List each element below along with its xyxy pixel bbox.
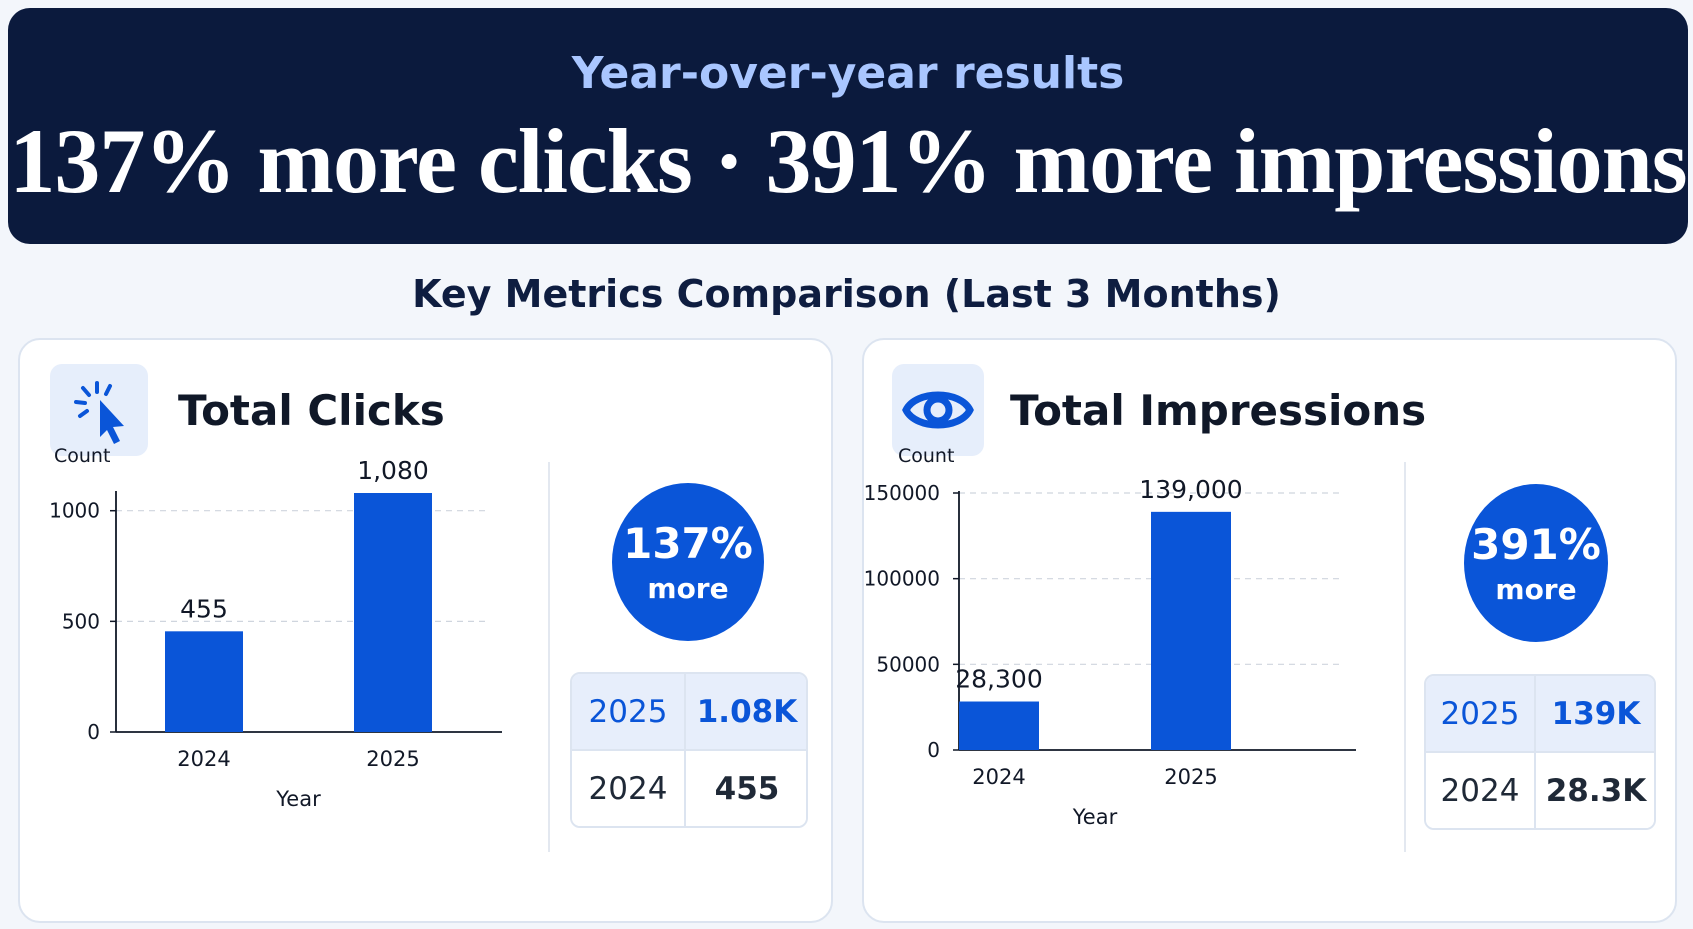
eye-icon: [892, 364, 984, 456]
card-divider: [548, 462, 550, 852]
badge-label: more: [647, 572, 729, 605]
summary-value: 139K: [1551, 696, 1641, 732]
hero-headline: 137% more clicks · 391% more impressions: [9, 110, 1687, 212]
y-tick-label: 50000: [876, 652, 940, 676]
y-tick-label: 1000: [49, 499, 100, 523]
x-tick-label: 2024: [177, 747, 230, 771]
y-tick-label: 500: [62, 609, 100, 633]
summary-year: 2025: [1426, 676, 1536, 753]
bar-2024: [165, 631, 243, 732]
clicks-card: Total Clicks Count 0 500 1000 455 2024 1,080 20…: [18, 338, 833, 923]
data-label: 139,000: [1139, 475, 1242, 504]
summary-year: 2025: [572, 674, 686, 751]
y-axis-label: Count: [898, 445, 954, 467]
impressions-summary-table: 2025 139K 2024 28.3K: [1424, 674, 1656, 830]
hero-subtitle: Year-over-year results: [571, 48, 1125, 99]
y-axis-label: Count: [54, 445, 110, 467]
hero-banner: Year-over-year results 137% more clicks …: [8, 8, 1688, 244]
badge-percent: 391%: [1471, 520, 1601, 569]
clicks-growth-badge: 137% more: [612, 483, 764, 641]
cursor-click-icon: [50, 364, 148, 456]
x-axis-label: Year: [1072, 805, 1118, 829]
y-tick-label: 100000: [864, 567, 940, 591]
y-tick-label: 150000: [864, 481, 940, 505]
summary-value: 455: [714, 771, 780, 807]
clicks-bar-chart: Count 0 500 1000 455 2024 1,080 2025 Year: [49, 445, 502, 811]
summary-year: 2024: [572, 751, 686, 826]
summary-row: 2025 1.08K: [572, 674, 806, 751]
x-tick-label: 2024: [972, 765, 1025, 789]
bar-2024: [959, 701, 1039, 750]
summary-value: 1.08K: [696, 694, 798, 730]
section-title: Key Metrics Comparison (Last 3 Months): [412, 272, 1281, 316]
x-axis-label: Year: [275, 787, 321, 811]
summary-value: 28.3K: [1545, 773, 1647, 809]
y-tick-label: 0: [87, 720, 100, 744]
impressions-bar-chart: Count 0 50000 100000 150000 28,300 2024 139,000…: [864, 445, 1356, 829]
summary-row: 2024 455: [572, 751, 806, 826]
clicks-summary-table: 2025 1.08K 2024 455: [570, 672, 808, 828]
card-divider: [1404, 462, 1406, 852]
impressions-card-title: Total Impressions: [1010, 386, 1427, 435]
summary-year: 2024: [1426, 753, 1536, 828]
summary-row: 2024 28.3K: [1426, 753, 1654, 828]
data-label: 455: [180, 594, 228, 623]
summary-row: 2025 139K: [1426, 676, 1654, 753]
badge-percent: 137%: [623, 519, 753, 568]
y-tick-label: 0: [927, 738, 940, 762]
impressions-growth-badge: 391% more: [1464, 484, 1608, 642]
bar-2025: [1151, 511, 1231, 750]
data-label: 28,300: [955, 665, 1042, 694]
badge-label: more: [1495, 573, 1577, 606]
bar-2025: [354, 493, 432, 732]
data-label: 1,080: [357, 456, 429, 485]
impressions-card: Total Impressions Count 0 50000 100000 15000…: [862, 338, 1677, 923]
x-tick-label: 2025: [366, 747, 419, 771]
x-tick-label: 2025: [1164, 765, 1217, 789]
clicks-card-title: Total Clicks: [178, 386, 445, 435]
